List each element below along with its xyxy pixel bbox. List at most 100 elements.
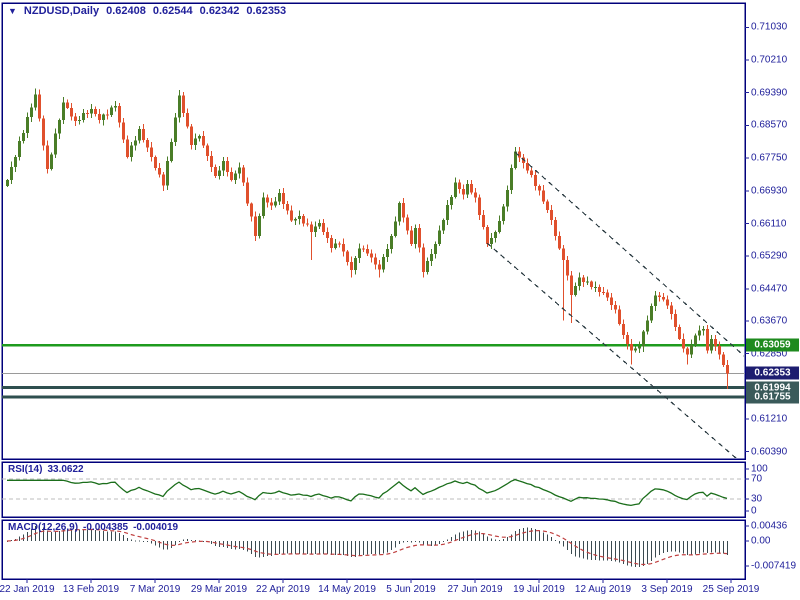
candle-body	[526, 163, 529, 171]
candle-body	[114, 105, 117, 108]
candle-body	[198, 136, 201, 139]
candle-body	[538, 185, 541, 191]
candle-body	[442, 219, 445, 231]
macd-histogram-bar	[611, 541, 612, 562]
candle-body	[310, 224, 313, 232]
candle-body	[118, 105, 121, 123]
ohlc-high: 0.62544	[152, 5, 193, 17]
macd-histogram-bar	[227, 541, 228, 548]
candle-body	[650, 306, 653, 321]
candle-body	[466, 184, 469, 195]
candle-wick	[107, 109, 108, 120]
candle-body	[174, 117, 177, 143]
candle-body	[558, 235, 561, 249]
candle-body	[122, 122, 125, 140]
candle-body	[458, 182, 461, 190]
macd-histogram-bar	[63, 529, 64, 541]
candle-body	[438, 230, 441, 244]
macd-histogram-bar	[587, 541, 588, 560]
macd-histogram-bar	[447, 539, 448, 541]
candle-body	[566, 259, 569, 276]
candle-body	[594, 286, 597, 288]
candle-body	[346, 251, 349, 262]
candle-body	[482, 215, 485, 227]
candle-body	[678, 326, 681, 339]
candle-body	[166, 161, 169, 186]
candle-body	[434, 243, 437, 254]
candle-body	[598, 286, 601, 292]
macd-histogram-bar	[635, 541, 636, 568]
rsi-line	[7, 478, 728, 507]
macd-main-value: -0.004385	[83, 522, 129, 533]
candle-body	[570, 275, 573, 295]
candle-body	[630, 344, 633, 351]
candle-body	[634, 348, 637, 351]
macd-axis-label: 0.00	[751, 535, 771, 547]
macd-histogram-bar	[687, 541, 688, 556]
candle-body	[554, 219, 557, 236]
macd-histogram-bar	[527, 527, 528, 541]
macd-histogram-bar	[351, 541, 352, 558]
candle-body	[686, 348, 689, 355]
date-label: 3 Sep 2019	[641, 584, 693, 595]
candle-body	[206, 145, 209, 156]
candle-body	[414, 227, 417, 244]
candle-body	[230, 172, 233, 181]
macd-histogram-bar	[155, 541, 156, 546]
macd-histogram-bar	[575, 541, 576, 557]
price-axis-label: 0.69390	[751, 87, 788, 99]
macd-histogram-bar	[367, 541, 368, 555]
candle-body	[618, 309, 621, 325]
macd-histogram-bar	[283, 541, 284, 554]
candle-body	[226, 160, 229, 173]
candle-body	[238, 167, 241, 174]
panel-border	[1, 2, 746, 460]
channel-lower-trendline[interactable]	[486, 242, 759, 478]
macd-histogram-bar	[143, 541, 144, 542]
macd-histogram-bar	[103, 531, 104, 541]
macd-histogram-bar	[279, 541, 280, 554]
candle-body	[470, 184, 473, 193]
candle-body	[130, 145, 133, 157]
macd-histogram-bar	[427, 541, 428, 546]
channel-upper-trendline[interactable]	[514, 151, 759, 369]
macd-histogram-bar	[459, 532, 460, 541]
macd-histogram-bar	[259, 541, 260, 558]
candle-body	[94, 109, 97, 115]
macd-histogram-bar	[247, 541, 248, 552]
candle-body	[350, 261, 353, 271]
macd-histogram-bar	[271, 541, 272, 556]
macd-histogram-bar	[679, 541, 680, 553]
macd-histogram-bar	[307, 541, 308, 555]
macd-indicator-label: MACD(12,26,9) -0.004385 -0.004019	[8, 522, 183, 533]
macd-histogram-bar	[495, 539, 496, 541]
macd-histogram-bar	[371, 541, 372, 555]
macd-histogram-bar	[95, 529, 96, 541]
candle-body	[574, 285, 577, 295]
candle-body	[242, 167, 245, 183]
candle-body	[66, 102, 69, 108]
macd-histogram-bar	[715, 541, 716, 553]
symbol-dropdown-icon[interactable]: ▼	[8, 5, 17, 16]
candle-body	[610, 297, 613, 306]
price-axis-label: 0.70210	[751, 54, 788, 66]
candle-body	[102, 114, 105, 121]
candle-body	[362, 248, 365, 250]
candle-body	[46, 145, 49, 169]
macd-histogram-bar	[347, 541, 348, 557]
candle-body	[622, 324, 625, 335]
candle-body	[270, 202, 273, 206]
macd-histogram-bar	[79, 529, 80, 541]
macd-histogram-bar	[415, 541, 416, 542]
candle-body	[354, 257, 357, 271]
candle-body	[398, 203, 401, 222]
macd-histogram-bar	[535, 529, 536, 541]
macd-histogram-bar	[407, 541, 408, 542]
candle-body	[710, 338, 713, 351]
candle-body	[454, 182, 457, 198]
candle-body	[430, 253, 433, 261]
candle-body	[134, 140, 137, 146]
candle-body	[358, 248, 361, 258]
macd-histogram-bar	[171, 541, 172, 548]
